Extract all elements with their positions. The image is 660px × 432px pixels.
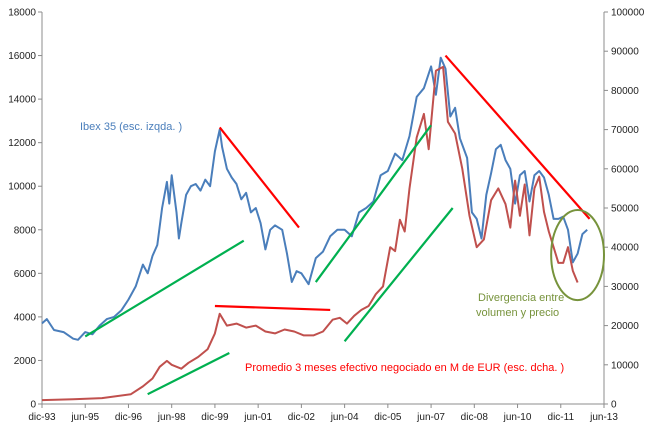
x-tick-label: jun-07 [416,412,445,423]
right-tick-label: 0 [611,400,617,411]
divergence-annotation-line2: volumen y precio [476,307,559,319]
left-tick-label: 12000 [8,138,36,149]
divergence-annotation-line1: Divergencia entre [478,292,564,304]
green-trend-line [147,352,230,396]
green-trend-line [84,239,245,338]
left-tick-label: 2000 [14,356,37,367]
right-tick-label: 10000 [611,360,639,371]
red-trend-line [218,126,300,229]
right-tick-label: 30000 [611,282,639,293]
volume-line [41,65,579,402]
right-tick-label: 50000 [611,204,639,215]
volume-annotation: Promedio 3 meses efectivo negociado en M… [245,362,564,374]
right-tick-label: 60000 [611,164,639,175]
right-tick-label: 100000 [611,8,645,19]
x-tick-label: jun-13 [589,412,618,423]
x-axis: dic-93 jun-95 dic-96 jun-98 dic-99 jun-01 dic-… [28,403,618,423]
green-trend-line [343,207,454,342]
left-tick-label: 6000 [14,269,37,280]
left-tick-label: 14000 [8,95,36,106]
ibex-annotation: Ibex 35 (esc. izqda. ) [80,121,182,133]
x-tick-label: jun-04 [330,412,359,423]
green-trend-line [314,124,432,283]
annotation-layer: Ibex 35 (esc. izqda. ) Promedio 3 meses e… [80,121,605,374]
x-tick-label: dic-02 [288,412,316,423]
divergence-ellipse [550,208,605,302]
x-tick-label: jun-95 [70,412,99,423]
x-tick-label: dic-96 [115,412,143,423]
right-axis: 0 10000 20000 30000 40000 50000 60000 70000 8000… [603,8,645,411]
right-tick-label: 40000 [611,243,639,254]
left-tick-label: 16000 [8,51,36,62]
x-tick-label: dic-99 [201,412,229,423]
right-tick-label: 70000 [611,125,639,136]
left-axis: 0 2000 4000 6000 8000 10000 12000 14000 16000 180… [8,8,43,411]
left-tick-label: 0 [30,400,36,411]
x-tick-label: jun-98 [157,412,186,423]
trend-lines [84,54,591,396]
ibex-line [41,56,588,341]
red-trend-line [444,54,591,220]
x-tick-label: dic-11 [548,412,575,423]
x-tick-label: jun-01 [243,412,272,423]
right-tick-label: 20000 [611,321,639,332]
series-layer [41,56,588,402]
left-tick-label: 4000 [14,312,37,323]
x-tick-label: dic-93 [28,412,56,423]
x-tick-label: dic-08 [461,412,489,423]
right-tick-label: 90000 [611,47,639,58]
right-tick-label: 80000 [611,86,639,97]
x-tick-label: jun-10 [503,412,532,423]
left-tick-label: 8000 [14,225,37,236]
left-tick-label: 18000 [8,8,36,19]
left-tick-label: 10000 [8,182,36,193]
red-trend-line [214,304,331,312]
x-tick-label: dic-05 [374,412,402,423]
